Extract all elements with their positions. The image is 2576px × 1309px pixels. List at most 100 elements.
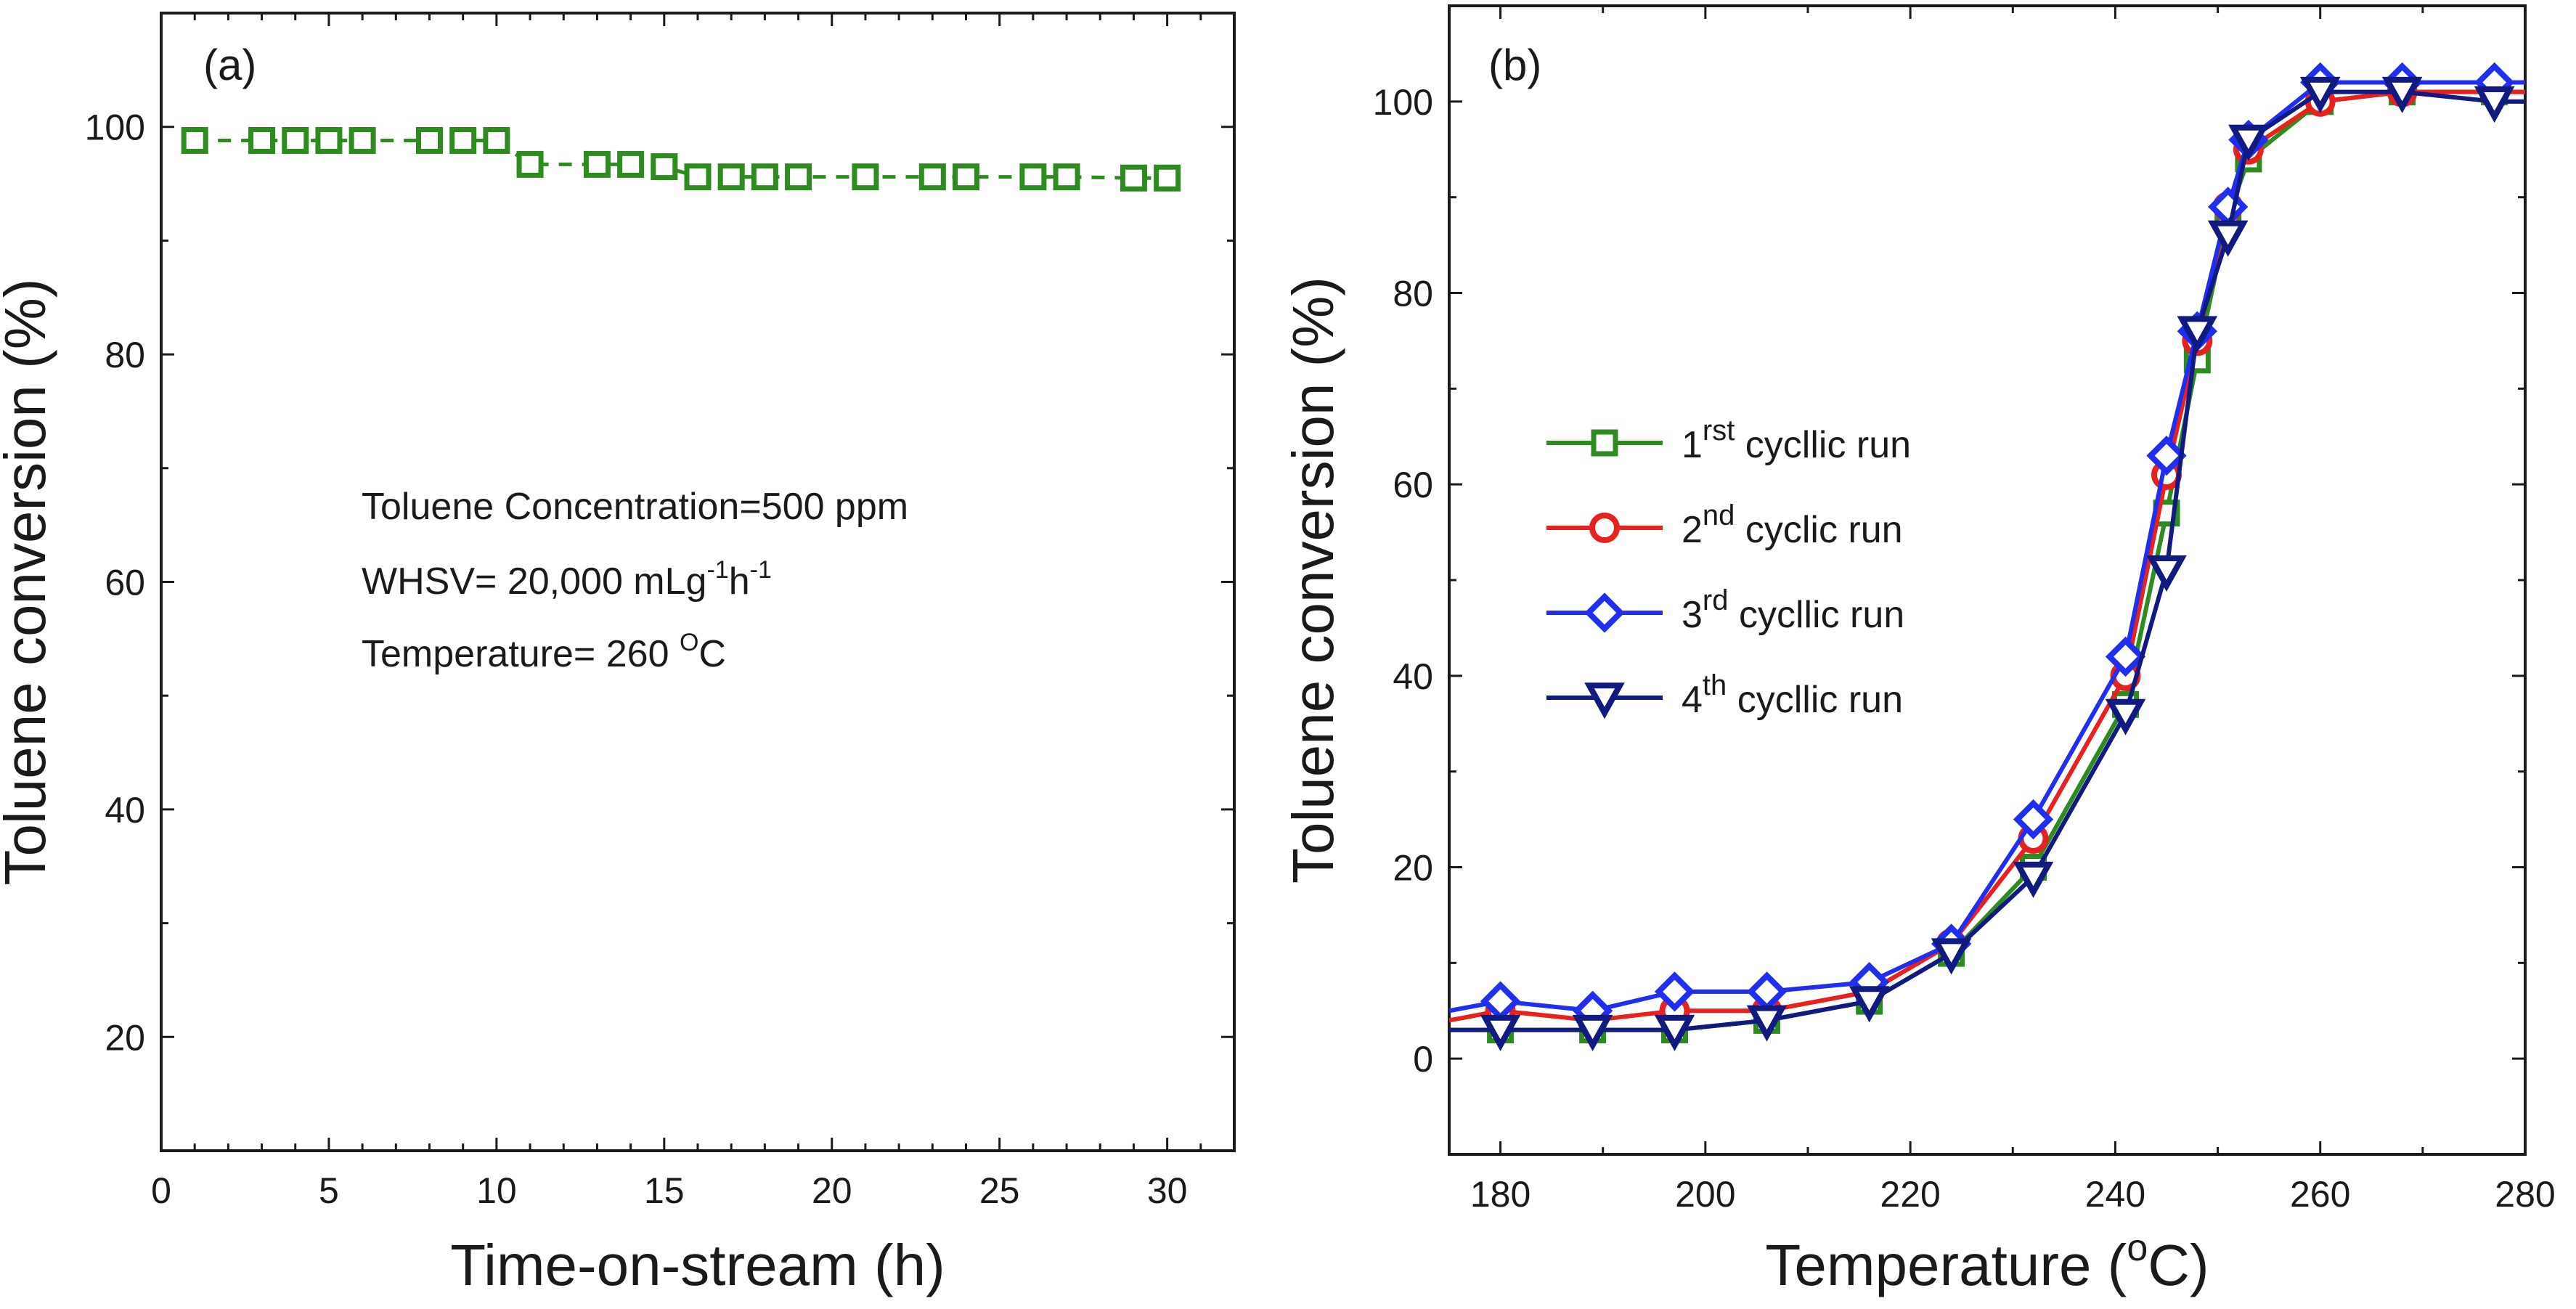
x-tick-label: 15	[644, 1170, 685, 1211]
data-point	[248, 127, 276, 155]
y-tick-label: 80	[1393, 274, 1433, 314]
y-tick-label: 100	[85, 107, 145, 148]
legend-label: 2nd cyclic run	[1682, 499, 1903, 551]
x-axis-label: Temperature (oC)	[1765, 1227, 2209, 1297]
data-point	[651, 153, 678, 181]
data-point	[785, 163, 812, 191]
legend-label-text: cycllic run	[1727, 679, 1903, 721]
data-point	[717, 163, 745, 191]
data-point	[449, 127, 477, 155]
x-tick-label: 10	[476, 1170, 517, 1211]
annotation-concentration: Toluene Concentration=500 ppm	[362, 486, 908, 528]
data-point	[1120, 164, 1147, 192]
legend-label-sup: th	[1703, 669, 1727, 701]
legend-marker	[1591, 429, 1618, 457]
data-point	[516, 150, 544, 178]
data-point-series-4	[2381, 76, 2423, 113]
data-point	[953, 163, 979, 191]
x-tick-label: 260	[2290, 1174, 2350, 1215]
x-axis-label: Time-on-stream (h)	[450, 1233, 945, 1297]
data-point-series-3	[2146, 435, 2187, 476]
data-point	[583, 150, 611, 178]
data-point	[315, 127, 343, 155]
data-point-series-3	[2013, 799, 2054, 840]
panel-label: (b)	[1488, 41, 1541, 89]
x-tick-label: 30	[1147, 1170, 1188, 1211]
y-tick-label: 60	[1393, 465, 1433, 505]
legend-label: 1rst cycllic run	[1682, 415, 1911, 466]
panel-b-chart: 180 200 220 240 260 280 0 20 40 60 80 100 Temperatur…	[1281, 4, 2556, 1297]
annotation-c: C	[698, 633, 726, 675]
data-point	[852, 163, 879, 191]
data-point	[416, 127, 443, 155]
annotation-degree-sup: O	[680, 629, 698, 656]
y-tick-label: 100	[1373, 82, 1433, 123]
annotation-whsv-sup-1: -1	[706, 556, 728, 584]
data-point-series-4	[2207, 220, 2249, 257]
data-point-series-4	[2105, 698, 2146, 735]
data-point	[349, 127, 376, 155]
y-tick-label: 40	[1393, 656, 1433, 697]
data-point	[1154, 164, 1181, 192]
legend: 1rst cycllic run 2nd cyclic run 3rd cyclli…	[1546, 415, 1911, 721]
x-tick-label: 200	[1675, 1174, 1735, 1215]
data-point-series-3	[2105, 636, 2146, 677]
data-point	[282, 127, 309, 155]
data-point	[1053, 163, 1080, 191]
y-axis-label: Toluene conversion (%)	[0, 279, 57, 886]
legend-label-text: cyclic run	[1735, 509, 1902, 551]
data-point	[617, 150, 645, 178]
y-tick-label: 40	[105, 790, 145, 831]
axes-frame	[1448, 4, 2527, 1156]
panel-a-chart: 0 5 10 15 20 25 30 20 40 60 80 100 Time-on-stream (h…	[0, 12, 1236, 1297]
x-tick-label: 220	[1880, 1174, 1940, 1215]
legend-marker	[1584, 592, 1625, 633]
y-axis-label: Toluene conversion (%)	[1281, 277, 1345, 884]
y-tick-label: 0	[1413, 1039, 1433, 1080]
data-point-series-4	[2177, 316, 2218, 353]
data-point	[751, 163, 778, 191]
annotation-whsv-sup-2: -1	[750, 556, 772, 584]
x-tick-label: 280	[2495, 1174, 2555, 1215]
series-line-3	[1448, 80, 2525, 1014]
legend-marker	[1584, 682, 1625, 719]
legend-label: 3rd cycllic run	[1682, 584, 1904, 636]
data-point-series-4	[1849, 986, 1890, 1023]
data-point	[1019, 163, 1047, 191]
data-point	[684, 163, 712, 191]
data-point-series-4	[2228, 124, 2269, 161]
legend-marker	[1589, 513, 1620, 543]
data-point-series-4	[1746, 1005, 1788, 1042]
data-point-series-4	[1572, 1014, 1613, 1051]
panel-label: (a)	[203, 41, 256, 89]
x-axis-label-end: C)	[2148, 1233, 2209, 1297]
data-point	[181, 127, 208, 155]
x-tick-label: 20	[812, 1170, 852, 1211]
annotation-whsv: WHSV= 20,000 mLg-1h-1	[362, 556, 772, 603]
data-point-series-4	[2146, 555, 2187, 592]
series-line-2	[1448, 89, 2525, 1023]
x-tick-label: 5	[319, 1170, 339, 1211]
legend-label: 4th cycllic run	[1682, 669, 1903, 721]
x-axis-label-sup: o	[2127, 1227, 2148, 1269]
data-point	[918, 163, 946, 191]
y-tick-label: 20	[1393, 848, 1433, 889]
data-point	[483, 127, 510, 155]
y-tick-label: 60	[105, 563, 145, 603]
x-tick-label: 25	[979, 1170, 1020, 1211]
annotation-temperature: Temperature= 260 OC	[362, 629, 726, 675]
data-point-series-4	[1480, 1014, 1521, 1051]
data-point-series-4	[2013, 861, 2054, 898]
data-point-series-4	[2474, 86, 2515, 123]
y-tick-label: 20	[105, 1017, 145, 1058]
data-point-series-4	[1931, 938, 1972, 975]
data-point-series-4	[1654, 1014, 1695, 1051]
x-tick-label: 0	[151, 1170, 171, 1211]
legend-label-sup: nd	[1703, 499, 1735, 531]
data-point-series-4	[2299, 76, 2341, 113]
legend-label-text: cycllic run	[1729, 594, 1905, 636]
x-tick-label: 180	[1470, 1174, 1530, 1215]
x-tick-label: 240	[2085, 1174, 2145, 1215]
legend-label-sup: rst	[1703, 415, 1735, 446]
